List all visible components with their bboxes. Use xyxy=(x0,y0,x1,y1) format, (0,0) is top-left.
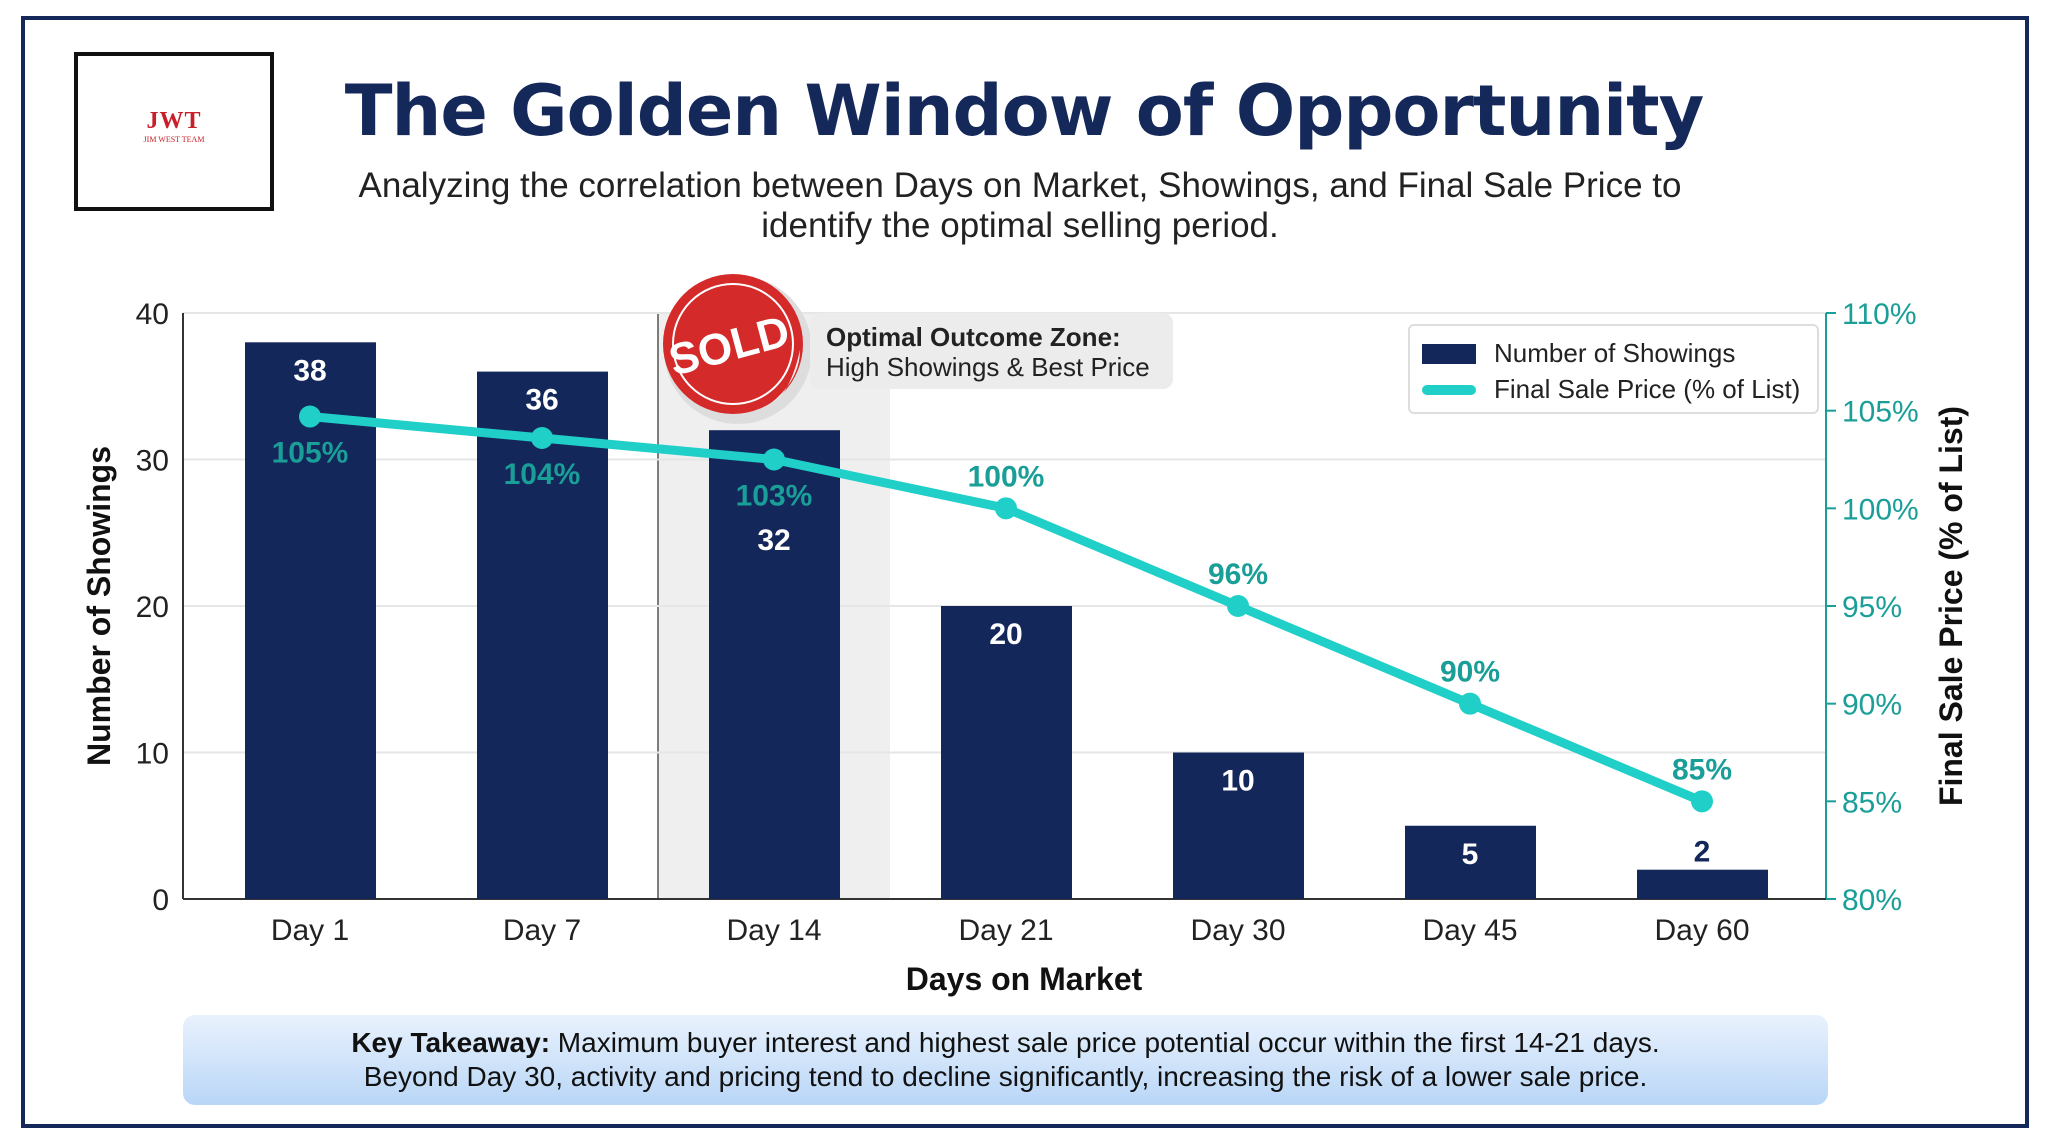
bar-day-14 xyxy=(709,430,840,899)
bar-value-label: 5 xyxy=(1462,838,1479,871)
y2-axis-title: Final Sale Price (% of List) xyxy=(1933,406,1969,806)
price-point xyxy=(531,427,553,450)
price-value-label: 85% xyxy=(1672,753,1732,786)
key-takeaway: Key Takeaway: Maximum buyer interest and… xyxy=(183,1015,1828,1105)
price-value-label: 105% xyxy=(272,437,349,470)
price-point xyxy=(1459,692,1481,715)
x-tick-label: Day 60 xyxy=(1654,914,1749,947)
bar-value-label: 2 xyxy=(1694,836,1711,869)
bar-day-60 xyxy=(1637,869,1768,899)
bar-value-label: 10 xyxy=(1221,765,1254,798)
bar-day-7 xyxy=(477,371,608,900)
logo-mark: JWT xyxy=(146,108,202,134)
bar-value-label: 32 xyxy=(757,524,790,557)
bar-value-label: 20 xyxy=(989,618,1022,651)
y2-tick-label: 80% xyxy=(1842,884,1902,917)
x-tick-label: Day 7 xyxy=(503,914,581,947)
chart-subtitle: Analyzing the correlation between Days o… xyxy=(358,166,1682,245)
logo-subtext: JIM WEST TEAM xyxy=(143,135,205,144)
y-tick-label: 10 xyxy=(136,738,169,771)
y-tick-label: 0 xyxy=(152,884,169,917)
x-tick-label: Day 21 xyxy=(958,914,1053,947)
legend-item-price: Final Sale Price (% of List) xyxy=(1422,374,1800,405)
annotation-box: Optimal Outcome Zone: High Showings & Be… xyxy=(810,313,1173,389)
takeaway-line1: Maximum buyer interest and highest sale … xyxy=(550,1027,1660,1058)
bar-day-45 xyxy=(1405,825,1536,899)
price-value-label: 100% xyxy=(968,460,1045,493)
y-tick-label: 30 xyxy=(136,445,169,478)
x-tick-label: Day 1 xyxy=(271,914,349,947)
y2-tick-label: 85% xyxy=(1842,786,1902,819)
y-tick-label: 40 xyxy=(136,298,169,331)
price-point xyxy=(1227,595,1249,617)
chart-frame xyxy=(21,16,2029,1128)
y2-tick-label: 105% xyxy=(1842,396,1919,429)
bar-value-label: 36 xyxy=(525,384,558,417)
sold-stamp-ring xyxy=(672,283,794,405)
price-point xyxy=(1691,790,1713,813)
y2-tick-label: 95% xyxy=(1842,591,1902,624)
price-point xyxy=(763,448,785,471)
y2-tick-label: 100% xyxy=(1842,493,1919,526)
y2-tick-label: 90% xyxy=(1842,689,1902,722)
price-value-label: 90% xyxy=(1440,656,1500,689)
annotation-heading: Optimal Outcome Zone: xyxy=(826,322,1121,352)
chart-title: The Golden Window of Opportunity xyxy=(344,70,1705,152)
legend-item-showings: Number of Showings xyxy=(1422,338,1735,369)
legend-label-price: Final Sale Price (% of List) xyxy=(1494,374,1801,404)
bar-day-1 xyxy=(245,342,376,899)
logo: JWT JIM WEST TEAM xyxy=(74,52,274,211)
x-tick-label: Day 30 xyxy=(1190,914,1285,947)
x-tick-label: Day 14 xyxy=(726,914,821,947)
sold-stamp-icon xyxy=(663,274,803,414)
annotation-text: High Showings & Best Price xyxy=(826,352,1150,382)
bar-value-label: 38 xyxy=(293,354,326,387)
legend-swatch-line xyxy=(1422,384,1476,395)
y2-tick-label: 110% xyxy=(1842,298,1917,331)
x-tick-label: Day 45 xyxy=(1422,914,1517,947)
legend-label-showings: Number of Showings xyxy=(1494,338,1736,368)
y-axis-title: Number of Showings xyxy=(81,446,117,766)
legend-swatch-bar xyxy=(1422,343,1476,364)
x-axis-title: Days on Market xyxy=(906,961,1143,997)
price-point xyxy=(995,497,1017,520)
bar-day-30 xyxy=(1173,752,1304,899)
takeaway-line2: Beyond Day 30, activity and pricing tend… xyxy=(363,1061,1648,1092)
price-value-label: 104% xyxy=(504,458,581,491)
legend: Number of Showings Final Sale Price (% o… xyxy=(1408,324,1819,414)
price-point xyxy=(299,405,321,428)
price-value-label: 96% xyxy=(1208,558,1268,591)
y-tick-label: 20 xyxy=(136,591,169,624)
takeaway-label: Key Takeaway: xyxy=(351,1027,551,1058)
bar-day-21 xyxy=(941,606,1072,899)
price-value-label: 103% xyxy=(736,480,813,513)
